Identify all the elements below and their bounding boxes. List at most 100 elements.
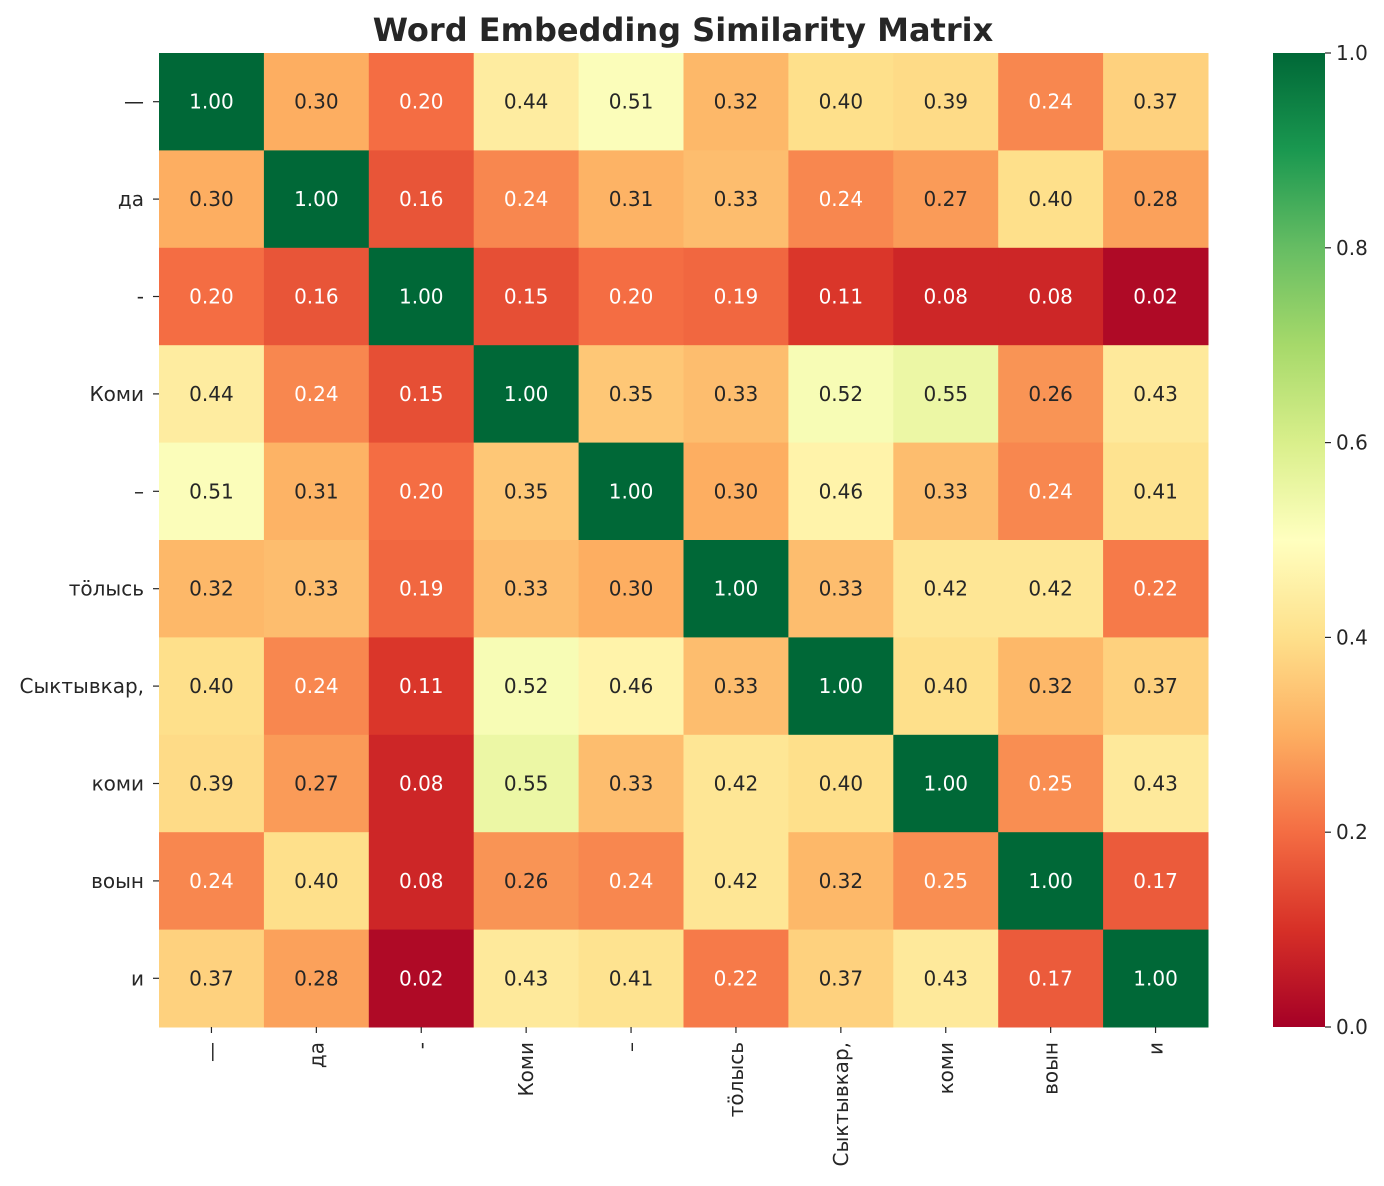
cell-value-label: 1.00 [923, 772, 968, 796]
y-tick-label: и [131, 966, 144, 990]
cell-value-label: 1.00 [189, 90, 234, 114]
heatmap-cell [368, 53, 475, 151]
heatmap-cell [263, 734, 370, 833]
cell-value-label: 0.32 [819, 869, 864, 893]
cell-value-label: 0.24 [819, 187, 864, 211]
cell-value-label: 0.55 [504, 772, 549, 796]
x-tick-label: воын [1039, 1042, 1063, 1095]
cell-value-label: 0.30 [714, 479, 759, 503]
cell-value-label: 1.00 [819, 674, 864, 698]
heatmap-cell [683, 53, 789, 151]
colorbar-tick-label: 0.0 [1336, 1015, 1368, 1039]
colorbar-tick-label: 0.4 [1336, 625, 1368, 649]
cell-value-label: 0.22 [1133, 577, 1178, 601]
cell-value-label: 0.08 [923, 285, 968, 309]
heatmap-cell [578, 150, 684, 249]
heatmap-cell [159, 53, 265, 151]
cell-value-label: 0.41 [609, 966, 654, 990]
cell-value-label: 0.43 [1133, 772, 1178, 796]
cell-value-label: 0.24 [294, 674, 339, 698]
heatmap-cell [578, 442, 684, 541]
cell-value-label: 0.37 [1133, 674, 1178, 698]
heatmap-cell [893, 247, 999, 346]
heatmap-cell [368, 832, 475, 931]
heatmap-cell [263, 929, 370, 1028]
heatmap-cell [263, 832, 370, 931]
cell-value-label: 0.33 [504, 577, 549, 601]
heatmap-cell [159, 247, 265, 346]
heatmap-cell [263, 247, 370, 346]
y-tick-label: тӧлысь [69, 577, 144, 601]
cell-value-label: 0.37 [189, 966, 234, 990]
heatmap-cell [788, 637, 894, 736]
cell-value-label: 0.17 [1133, 869, 1178, 893]
heatmap-cell [159, 150, 265, 249]
heatmap-cell [683, 637, 789, 736]
heatmap-cell [998, 734, 1104, 833]
heatmap-cell [788, 929, 894, 1028]
cell-value-label: 0.32 [714, 90, 759, 114]
x-tick-label: тӧлысь [724, 1042, 748, 1117]
heatmap-cell [683, 442, 789, 541]
cell-value-label: 0.40 [819, 772, 864, 796]
x-tick-label: Коми [514, 1042, 538, 1097]
heatmap-cell [159, 929, 265, 1028]
heatmap-cell [578, 637, 684, 736]
cell-value-label: 0.20 [189, 285, 234, 309]
heatmap-cell [263, 53, 370, 151]
x-tick-label: - [409, 1042, 433, 1049]
cell-value-label: 0.17 [1028, 966, 1073, 990]
heatmap-cell [1103, 442, 1209, 541]
cell-value-label: 0.37 [819, 966, 864, 990]
cell-value-label: 0.33 [714, 187, 759, 211]
x-tick-label: Сыктывкар, [829, 1042, 853, 1166]
cell-value-label: 0.16 [294, 285, 339, 309]
heatmap-cell [368, 929, 475, 1028]
heatmap-cell [578, 345, 684, 444]
heatmap-cell [998, 540, 1104, 638]
cell-value-label: 0.24 [609, 869, 654, 893]
heatmap-cell [998, 637, 1104, 736]
heatmap-cell [788, 150, 894, 249]
heatmap-cell [893, 150, 999, 249]
colorbar [1273, 53, 1325, 1027]
heatmap-cell [788, 345, 894, 444]
cell-value-label: 1.00 [294, 187, 339, 211]
heatmap-cell [473, 53, 580, 151]
y-tick-label: да [118, 187, 144, 211]
heatmap-cell [263, 345, 370, 444]
heatmap-cell [683, 832, 789, 931]
x-axis-tick-labels: — да - Коми – тӧлысь Сыктывкар, коми воын и [199, 1027, 1168, 1166]
cell-value-label: 0.32 [189, 577, 234, 601]
cell-value-label: 0.30 [189, 187, 234, 211]
cell-value-label: 0.39 [923, 90, 968, 114]
y-tick-label: Сыктывкар, [20, 674, 144, 698]
cell-value-label: 0.33 [819, 577, 864, 601]
x-tick-label: – [619, 1042, 643, 1052]
chart-title: Word Embedding Similarity Matrix [373, 11, 994, 49]
cell-value-label: 0.51 [609, 90, 654, 114]
heatmap-cell [473, 734, 580, 833]
heatmap-cell [788, 540, 894, 638]
cell-value-label: 0.27 [294, 772, 339, 796]
cell-value-label: 0.25 [923, 869, 968, 893]
cell-value-label: 0.26 [1028, 382, 1073, 406]
heatmap-cell [473, 929, 580, 1028]
cell-value-label: 0.46 [609, 674, 654, 698]
colorbar-tick-label: 0.6 [1336, 431, 1368, 455]
y-tick-label: — [124, 90, 144, 114]
heatmap-cell [788, 442, 894, 541]
cell-value-label: 0.40 [294, 869, 339, 893]
heatmap-cell [893, 637, 999, 736]
heatmap-cell [368, 637, 475, 736]
heatmap-cell [788, 832, 894, 931]
heatmap-cell [893, 832, 999, 931]
heatmap-cell-labels: 1.00 0.30 0.20 0.44 0.51 0.32 0.40 0.39 0.24 0.37… [189, 90, 1178, 991]
heatmap-cell [578, 734, 684, 833]
cell-value-label: 0.25 [1028, 772, 1073, 796]
heatmap-cell [473, 637, 580, 736]
cell-value-label: 0.33 [714, 674, 759, 698]
heatmap-cell [368, 150, 475, 249]
heatmap-cell [263, 540, 370, 638]
cell-value-label: 0.33 [714, 382, 759, 406]
